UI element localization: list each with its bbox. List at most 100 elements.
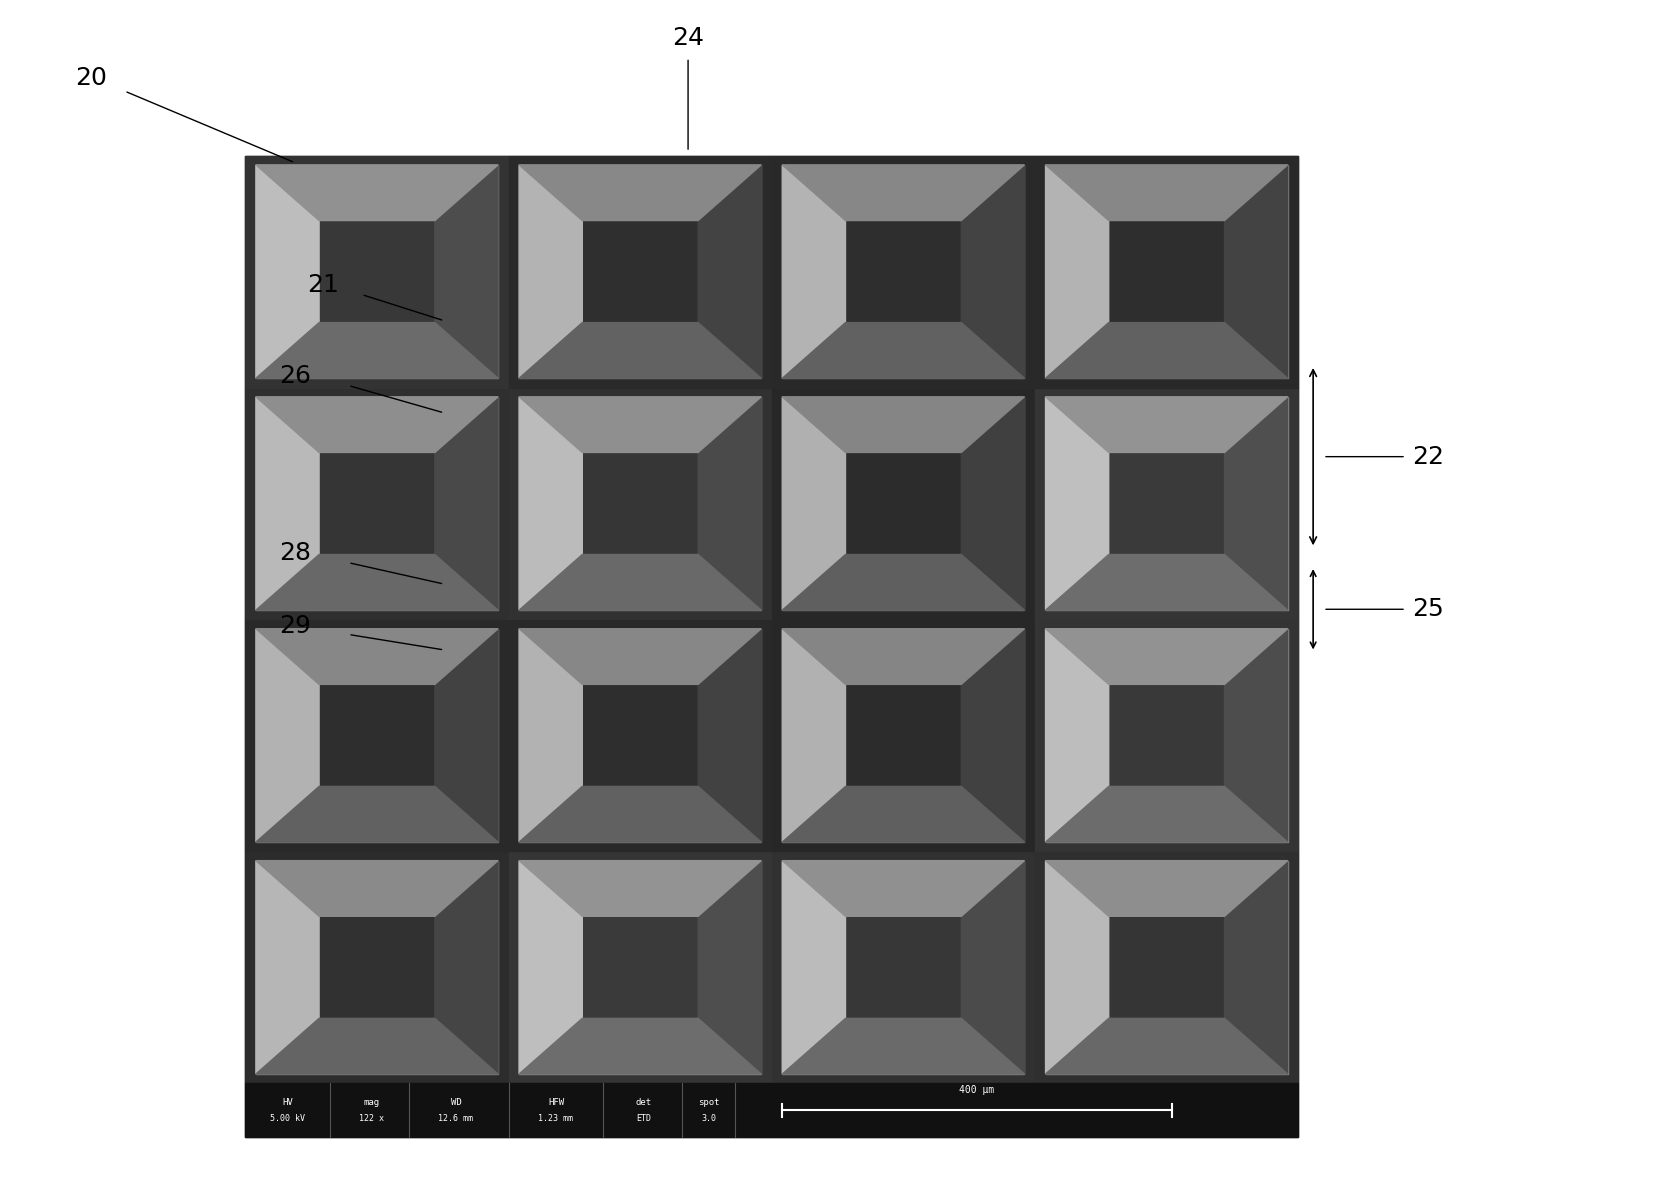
Polygon shape [782,628,845,843]
Polygon shape [1046,1019,1287,1074]
Text: 28: 28 [278,541,312,565]
Bar [255,628,497,843]
Polygon shape [1046,628,1109,843]
Text: det: det [635,1098,651,1107]
Bar [772,620,1034,851]
Polygon shape [519,628,761,685]
Bar [245,156,509,388]
Bar [1109,452,1225,554]
Text: 22: 22 [1412,444,1443,469]
Polygon shape [255,397,497,452]
Bar [582,452,698,554]
Bar [772,851,1034,1083]
Polygon shape [434,165,497,378]
Bar [845,220,961,323]
Bar [318,685,434,786]
Bar [582,685,698,786]
Bar [519,628,761,843]
Polygon shape [961,397,1024,610]
Polygon shape [434,397,497,610]
Polygon shape [255,861,318,1074]
Polygon shape [255,1019,497,1074]
Polygon shape [782,861,1024,917]
Bar [245,388,509,620]
Polygon shape [255,554,497,610]
Bar [519,861,761,1074]
Polygon shape [782,1019,1024,1074]
Polygon shape [782,397,845,610]
Bar [509,388,771,620]
Polygon shape [782,397,1024,452]
Bar [519,397,761,610]
Bar [1034,851,1297,1083]
Bar [255,861,497,1074]
Polygon shape [782,861,845,1074]
Bar [782,628,1024,843]
Text: 122 x: 122 x [360,1113,384,1123]
Bar [255,165,497,378]
Text: 26: 26 [278,364,312,388]
Text: 1.23 mm: 1.23 mm [539,1113,573,1123]
Bar [1109,685,1225,786]
Bar [845,452,961,554]
Bar [519,165,761,378]
Polygon shape [519,861,582,1074]
Bar [1109,220,1225,323]
Polygon shape [519,628,582,843]
Polygon shape [782,323,1024,378]
Text: 5.00 kV: 5.00 kV [270,1113,305,1123]
Polygon shape [1046,165,1287,220]
Polygon shape [1046,861,1109,1074]
Polygon shape [1046,397,1287,452]
Polygon shape [255,628,318,843]
Polygon shape [255,628,497,685]
Polygon shape [1225,397,1287,610]
Bar [582,220,698,323]
Polygon shape [519,786,761,843]
Polygon shape [698,861,761,1074]
Bar [318,917,434,1019]
Polygon shape [519,165,582,378]
Polygon shape [519,1019,761,1074]
Polygon shape [782,628,1024,685]
Bar [845,685,961,786]
Bar [318,452,434,554]
Polygon shape [255,165,497,220]
Polygon shape [519,397,582,610]
Polygon shape [519,397,761,452]
Polygon shape [782,165,1024,220]
Bar [245,156,1297,1137]
Text: 12.6 mm: 12.6 mm [437,1113,474,1123]
Bar [1046,165,1287,378]
Polygon shape [782,786,1024,843]
Polygon shape [519,861,761,917]
Text: ETD: ETD [636,1113,651,1123]
Polygon shape [255,397,318,610]
Polygon shape [255,786,497,843]
Text: mag: mag [363,1098,379,1107]
Polygon shape [1046,397,1109,610]
Polygon shape [782,554,1024,610]
Bar [509,156,771,388]
Bar [845,917,961,1019]
Text: 25: 25 [1412,597,1443,621]
Polygon shape [434,861,497,1074]
Bar [255,397,497,610]
Polygon shape [961,628,1024,843]
Polygon shape [519,323,761,378]
Bar [245,1083,1297,1137]
Bar [1046,861,1287,1074]
Bar [772,388,1034,620]
Polygon shape [961,861,1024,1074]
Polygon shape [961,165,1024,378]
Text: 400 μm: 400 μm [959,1086,994,1095]
Polygon shape [255,861,497,917]
Polygon shape [1046,786,1287,843]
Text: spot: spot [698,1098,719,1107]
Bar [782,397,1024,610]
Bar [582,917,698,1019]
Polygon shape [1046,861,1287,917]
Text: 3.0: 3.0 [701,1113,716,1123]
Bar [509,620,771,851]
Bar [1034,388,1297,620]
